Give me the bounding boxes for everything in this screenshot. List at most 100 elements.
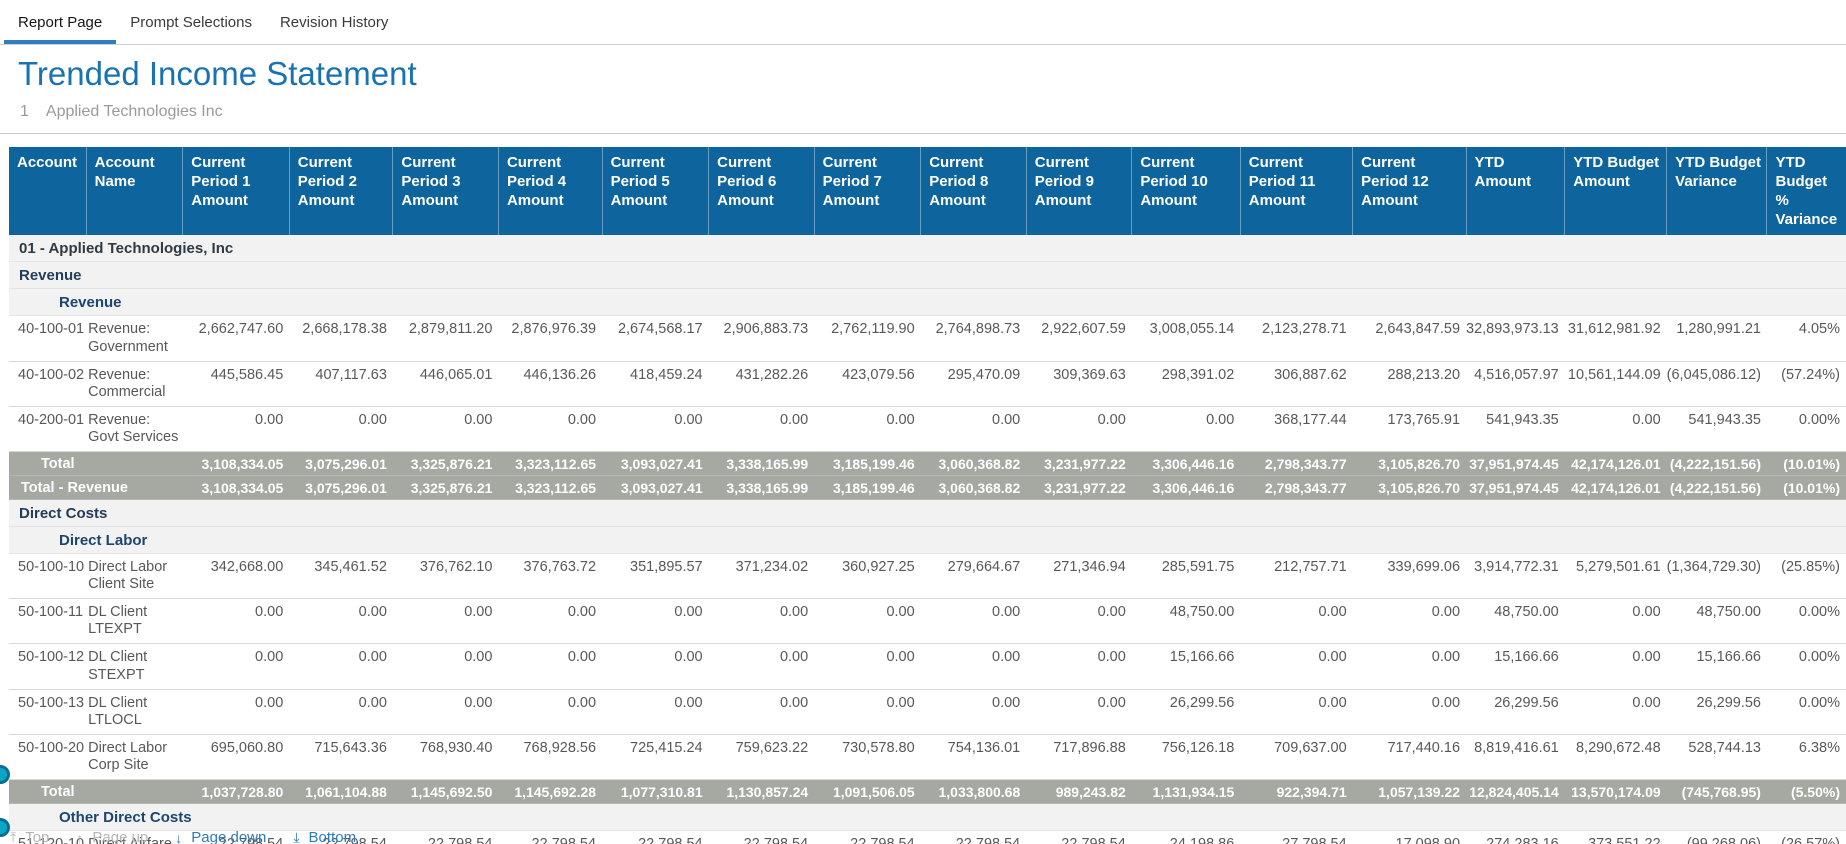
- amount-cell: 22,798.54: [392, 830, 499, 844]
- amount-cell: 279,664.67: [920, 553, 1027, 600]
- account-row-50-100-10: 50-100-10 Direct Labor Client Site 342,668…: [9, 553, 1846, 600]
- column-header-12: Current Period 10 Amount: [1131, 146, 1241, 236]
- total-amount-cell: 3,338,165.99: [708, 475, 815, 501]
- account-number: 50-100-10: [9, 553, 87, 600]
- total-amount-cell: (5.50%): [1766, 779, 1846, 805]
- amount-cell: 27,798.54: [1240, 830, 1353, 844]
- amount-cell: 0.00: [182, 406, 290, 453]
- total-amount-cell: (4,222,151.56): [1666, 451, 1767, 477]
- amount-cell: 22,798.54: [708, 830, 815, 844]
- pager-bar: ⤒ Top ↑ Page up ↓ Page down ⤓ Bottom: [10, 829, 383, 844]
- amount-cell: 173,765.91: [1352, 406, 1467, 453]
- account-name: DL Client LTEXPT: [86, 598, 183, 645]
- tab-report-page[interactable]: Report Page: [4, 1, 117, 44]
- amount-cell: 0.00%: [1766, 598, 1846, 645]
- amount-cell: 26,299.56: [1666, 689, 1767, 735]
- amount-cell: 22,798.54: [498, 830, 603, 844]
- amount-cell: 730,578.80: [814, 734, 921, 781]
- amount-cell: 0.00: [498, 406, 603, 453]
- pager-link-bottom[interactable]: ⤓ Bottom: [293, 829, 356, 844]
- column-header-17: YTD Budget Variance: [1666, 146, 1768, 236]
- amount-cell: 22,798.54: [182, 830, 290, 844]
- amount-cell: 2,876,976.39: [498, 315, 603, 362]
- amount-cell: 0.00: [602, 598, 709, 645]
- total-amount-cell: (4,222,151.56): [1666, 475, 1767, 501]
- amount-cell: 0.00: [1240, 598, 1353, 645]
- total-amount-cell: 3,105,826.70: [1352, 475, 1467, 501]
- total-label: Total: [9, 451, 183, 477]
- amount-cell: 0.00: [1352, 643, 1467, 690]
- amount-cell: 22,798.54: [602, 830, 709, 844]
- column-header-16: YTD Budget Amount: [1564, 146, 1668, 236]
- annotation-indicator-icon[interactable]: [0, 818, 10, 837]
- amount-cell: 22,798.54: [814, 830, 921, 844]
- amount-cell: 32,893,973.13: [1466, 315, 1565, 362]
- total-amount-cell: 3,231,977.22: [1026, 475, 1132, 501]
- amount-cell: 24,198.86: [1131, 830, 1241, 844]
- pager-link-page-down[interactable]: ↓ Page down: [175, 829, 266, 844]
- total-amount-cell: 3,093,027.41: [602, 475, 709, 501]
- amount-cell: 17,098.90: [1352, 830, 1467, 844]
- total-amount-cell: 3,075,296.01: [289, 475, 393, 501]
- amount-cell: 0.00: [1564, 598, 1667, 645]
- amount-cell: 0.00: [1240, 689, 1353, 735]
- amount-cell: 0.00: [708, 643, 815, 690]
- total-amount-cell: 37,951,974.45: [1466, 475, 1565, 501]
- total-amount-cell: 3,231,977.22: [1026, 451, 1132, 477]
- account-name: Revenue: Govt Services: [86, 406, 183, 453]
- amount-cell: 376,762.10: [392, 553, 499, 600]
- amount-cell: 0.00: [708, 598, 815, 645]
- amount-cell: 0.00: [289, 689, 393, 735]
- amount-cell: 0.00%: [1766, 689, 1846, 735]
- section-row: Revenue: [9, 261, 1846, 290]
- total-amount-cell: 42,174,126.01: [1564, 451, 1667, 477]
- amount-cell: 423,079.56: [814, 361, 921, 407]
- amount-cell: 2,922,607.59: [1026, 315, 1132, 362]
- amount-cell: 0.00: [1026, 598, 1132, 645]
- total-amount-cell: (10.01%): [1766, 475, 1846, 501]
- amount-cell: 212,757.71: [1240, 553, 1353, 600]
- total-amount-cell: 3,185,199.46: [814, 451, 921, 477]
- amount-cell: 26,299.56: [1466, 689, 1565, 735]
- amount-cell: 8,819,416.61: [1466, 734, 1565, 781]
- amount-cell: 3,008,055.14: [1131, 315, 1241, 362]
- account-name: Revenue: Government: [86, 315, 183, 362]
- tab-revision-history[interactable]: Revision History: [279, 14, 389, 31]
- table-header-row: Account Account Name Current Period 1 Amou…: [9, 146, 1846, 236]
- column-header-11: Current Period 9 Amount: [1026, 146, 1133, 236]
- amount-cell: 0.00: [289, 643, 393, 690]
- amount-cell: 0.00: [920, 598, 1027, 645]
- account-row-50-100-20: 50-100-20 Direct Labor Corp Site 695,060.8…: [9, 734, 1846, 781]
- amount-cell: 274,283.16: [1466, 830, 1565, 844]
- total-amount-cell: 3,338,165.99: [708, 451, 815, 477]
- subsection-label: Revenue: [9, 288, 1846, 317]
- account-row-50-100-13: 50-100-13 DL Client LTLOCL 0.00 0.00 0.00 0.0…: [9, 689, 1846, 735]
- amount-cell: 371,234.02: [708, 553, 815, 600]
- total-amount-cell: 1,061,104.88: [289, 779, 393, 805]
- amount-cell: 10,561,144.09: [1564, 361, 1667, 407]
- group-label: 01 - Applied Technologies, Inc: [9, 235, 1846, 263]
- amount-cell: 4,516,057.97: [1466, 361, 1565, 407]
- amount-cell: 0.00: [920, 643, 1027, 690]
- account-name: Direct Labor Corp Site: [86, 734, 183, 781]
- amount-cell: 22,798.54: [1026, 830, 1132, 844]
- amount-cell: 15,166.66: [1131, 643, 1241, 690]
- total-amount-cell: 37,951,974.45: [1466, 451, 1565, 477]
- amount-cell: 373,551.22: [1564, 830, 1667, 844]
- account-name: Direct Airfare: [86, 830, 183, 844]
- tab-prompt-selections[interactable]: Prompt Selections: [130, 14, 252, 31]
- column-header-3: Current Period 1 Amount: [182, 146, 290, 236]
- total-amount-cell: 3,306,446.16: [1131, 475, 1241, 501]
- annotation-indicator-icon[interactable]: [0, 765, 10, 784]
- total-amount-cell: 1,077,310.81: [602, 779, 709, 805]
- amount-cell: 22,798.54: [289, 830, 393, 844]
- column-header-9: Current Period 7 Amount: [814, 146, 922, 236]
- account-row-40-200-01: 40-200-01 Revenue: Govt Services 0.00 0.00 0…: [9, 406, 1846, 453]
- total-row: Total 1,037,728.80 1,061,104.88 1,145,692.5…: [9, 779, 1846, 805]
- total-amount-cell: 3,325,876.21: [392, 475, 499, 501]
- account-number: 50-100-12: [9, 643, 87, 690]
- subsection-row: Revenue: [9, 288, 1846, 317]
- account-number: 40-100-01: [9, 315, 87, 362]
- page-up-arrow-icon: ↑: [76, 829, 84, 844]
- amount-cell: (26.57%): [1766, 830, 1846, 844]
